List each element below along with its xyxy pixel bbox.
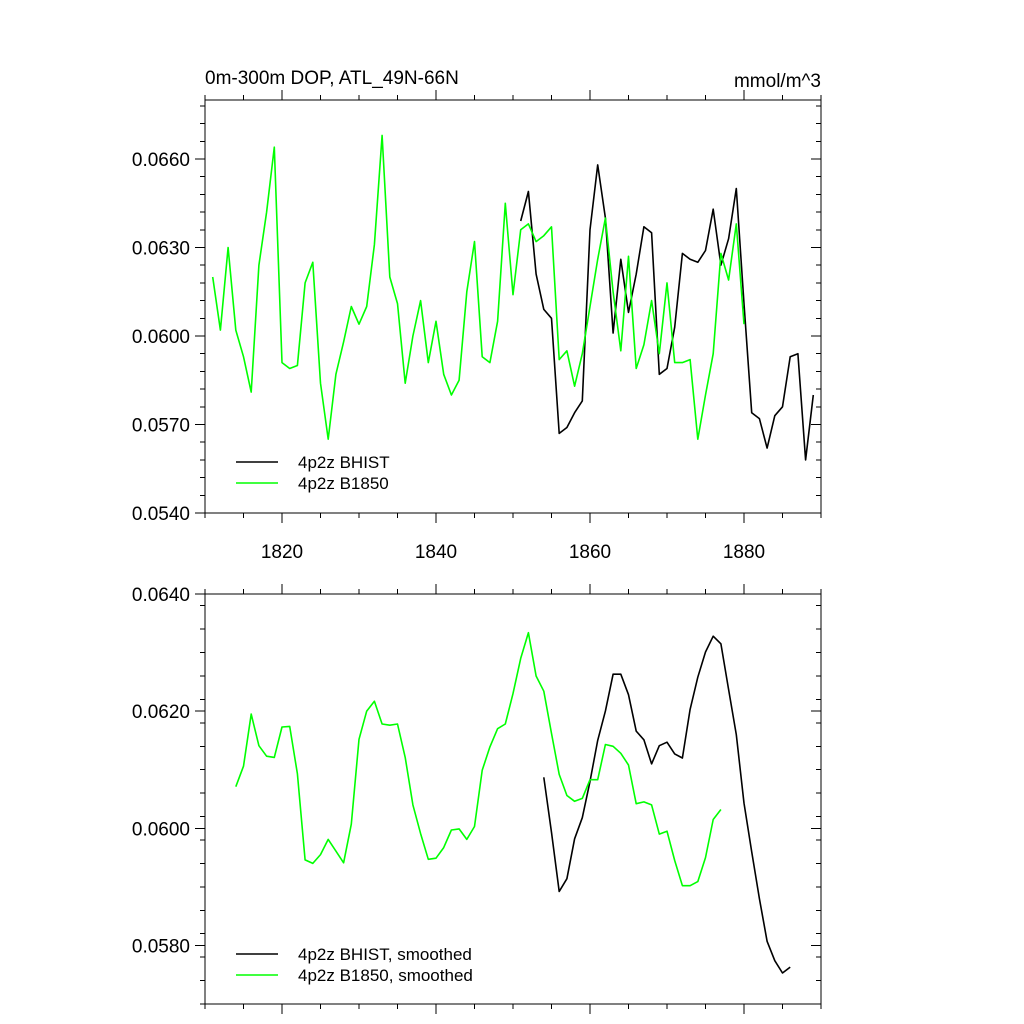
top-chart-title: 0m-300m DOP, ATL_49N-66N xyxy=(205,68,459,89)
bottom-series-line-b1850 xyxy=(235,631,722,887)
top-legend: 4p2z BHIST 4p2z B1850 xyxy=(236,453,390,493)
top-series-line-b1850 xyxy=(211,134,745,441)
bottom-series xyxy=(235,631,791,974)
legend-label: 4p2z BHIST, smoothed xyxy=(298,945,472,964)
legend-label: 4p2z B1850, smoothed xyxy=(298,966,473,985)
bottom-ytick-label: 0.0600 xyxy=(132,819,190,840)
top-ticks: 0.0540 0.0570 0.0600 0.0630 0.0660 1820 1840 18… xyxy=(132,90,822,563)
top-xtick-label: 1880 xyxy=(723,542,765,563)
top-ytick-label: 0.0630 xyxy=(132,239,190,260)
bottom-plot-frame xyxy=(204,593,822,1005)
legend-label: 4p2z B1850 xyxy=(298,474,389,493)
top-panel: 0m-300m DOP, ATL_49N-66N mmol/m^3 0.0540… xyxy=(132,68,822,563)
top-ytick-label: 0.0600 xyxy=(132,327,190,348)
top-xtick-label: 1860 xyxy=(569,542,611,563)
top-xtick-label: 1820 xyxy=(261,542,303,563)
bottom-ytick-label: 0.0640 xyxy=(132,585,190,606)
bottom-ytick-label: 0.0620 xyxy=(132,702,190,723)
top-ytick-label: 0.0540 xyxy=(132,504,190,525)
bottom-ytick-label: 0.0580 xyxy=(132,936,190,957)
top-series xyxy=(211,134,815,461)
top-plot-frame xyxy=(204,99,822,514)
top-chart-units: mmol/m^3 xyxy=(734,71,821,92)
top-ytick-label: 0.0570 xyxy=(132,416,190,437)
bottom-legend: 4p2z BHIST, smoothed 4p2z B1850, smoothed xyxy=(236,945,473,985)
top-ytick-label: 0.0660 xyxy=(132,150,190,171)
bottom-panel: 0.0580 0.0600 0.0620 0.0640 4p2z BHIST, smo… xyxy=(132,584,822,1014)
bottom-series-line-bhist xyxy=(543,635,791,974)
top-xtick-label: 1840 xyxy=(415,542,457,563)
bottom-ticks: 0.0580 0.0600 0.0620 0.0640 xyxy=(132,584,822,1014)
top-series-line-bhist xyxy=(519,164,815,461)
legend-label: 4p2z BHIST xyxy=(298,453,390,472)
